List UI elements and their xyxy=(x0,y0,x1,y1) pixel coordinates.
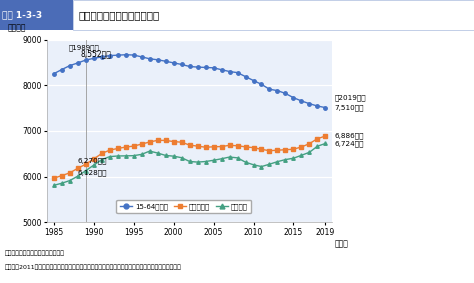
Text: （2019年）: （2019年） xyxy=(334,94,366,101)
Text: 6,128万人: 6,128万人 xyxy=(78,169,107,176)
Text: 図表 1-3-3: 図表 1-3-3 xyxy=(2,10,43,19)
Text: 資料：総務省統計局「労働力調査」: 資料：総務省統計局「労働力調査」 xyxy=(5,250,65,256)
Text: （注）　2011年は東日本大震災の影響により全国集計結果が存在しないため、補完推計値を用いた。: （注） 2011年は東日本大震災の影響により全国集計結果が存在しないため、補完推… xyxy=(5,265,182,270)
Text: 6,270万人: 6,270万人 xyxy=(78,158,107,164)
Text: 6,886万人: 6,886万人 xyxy=(334,133,364,140)
Text: 7,510万人: 7,510万人 xyxy=(334,104,364,111)
Bar xyxy=(73,0,474,30)
Text: 6,724万人: 6,724万人 xyxy=(334,140,364,147)
Text: （年）: （年） xyxy=(335,239,348,248)
Legend: 15-64歳人口, 労働力人口, 就業者数: 15-64歳人口, 労働力人口, 就業者数 xyxy=(116,200,252,213)
Bar xyxy=(0,0,73,30)
Text: 労働力人口・就業者数の推移: 労働力人口・就業者数の推移 xyxy=(78,10,159,20)
Text: 8,552万人: 8,552万人 xyxy=(80,49,111,58)
Text: （万人）: （万人） xyxy=(8,23,26,32)
Text: （1989年）: （1989年） xyxy=(69,44,100,51)
